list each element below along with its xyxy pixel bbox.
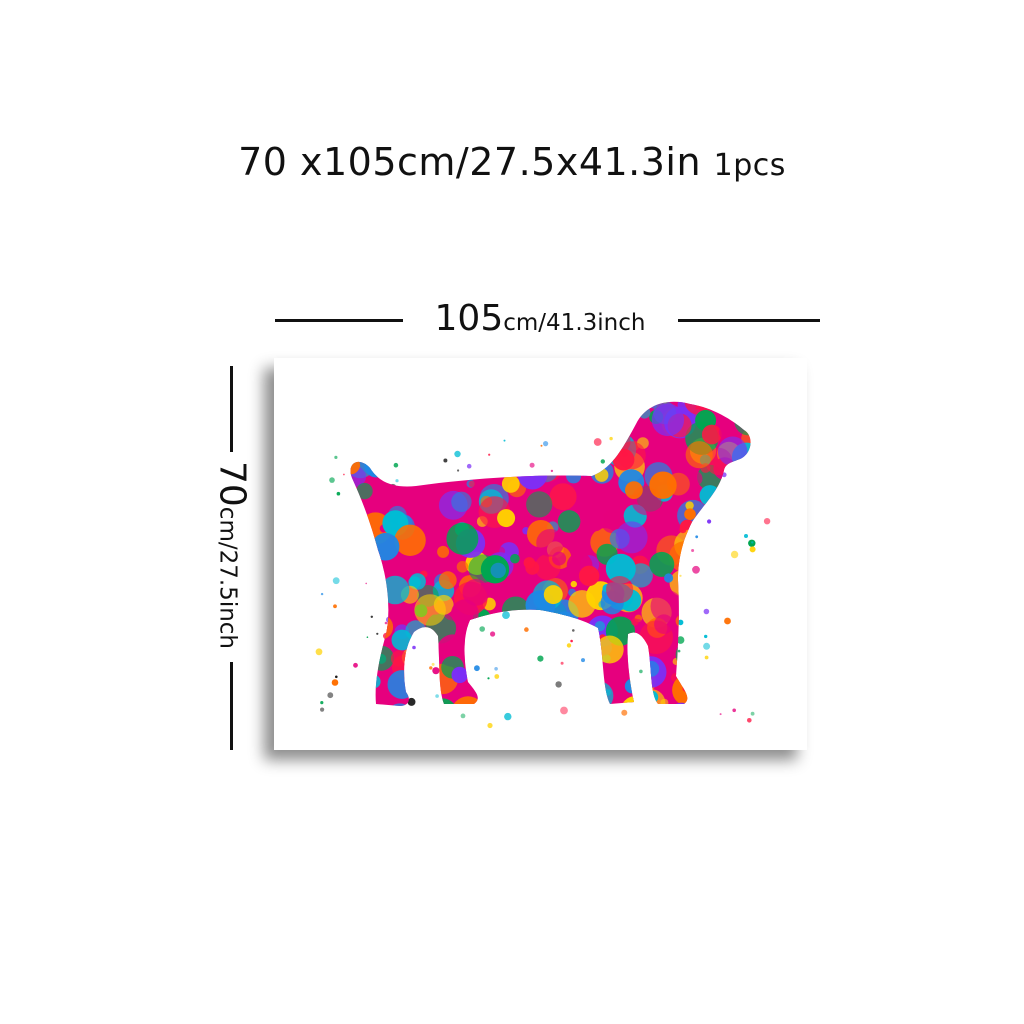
height-unit: cm/27.5inch <box>214 506 241 650</box>
width-dimension-label: 105cm/41.3inch <box>405 298 675 339</box>
product-size-headline: 70 x105cm/27.5x41.3in 1pcs <box>0 140 1024 184</box>
size-text: 70 x105cm/27.5x41.3in <box>238 140 702 184</box>
height-dimension-label: 70cm/27.5inch <box>212 461 253 649</box>
width-unit: cm/41.3inch <box>503 310 646 336</box>
dog-silhouette <box>350 401 751 707</box>
width-dimension-line-left <box>275 319 403 322</box>
watercolor-dog-artwork <box>315 401 771 729</box>
width-number: 105 <box>434 298 504 339</box>
quantity-text: 1pcs <box>713 148 786 183</box>
height-dimension-line-bottom <box>230 662 233 750</box>
height-number: 70 <box>211 460 253 507</box>
height-dimension-line-top <box>230 366 233 452</box>
width-dimension-line-right <box>678 319 820 322</box>
canvas-print <box>274 358 807 750</box>
